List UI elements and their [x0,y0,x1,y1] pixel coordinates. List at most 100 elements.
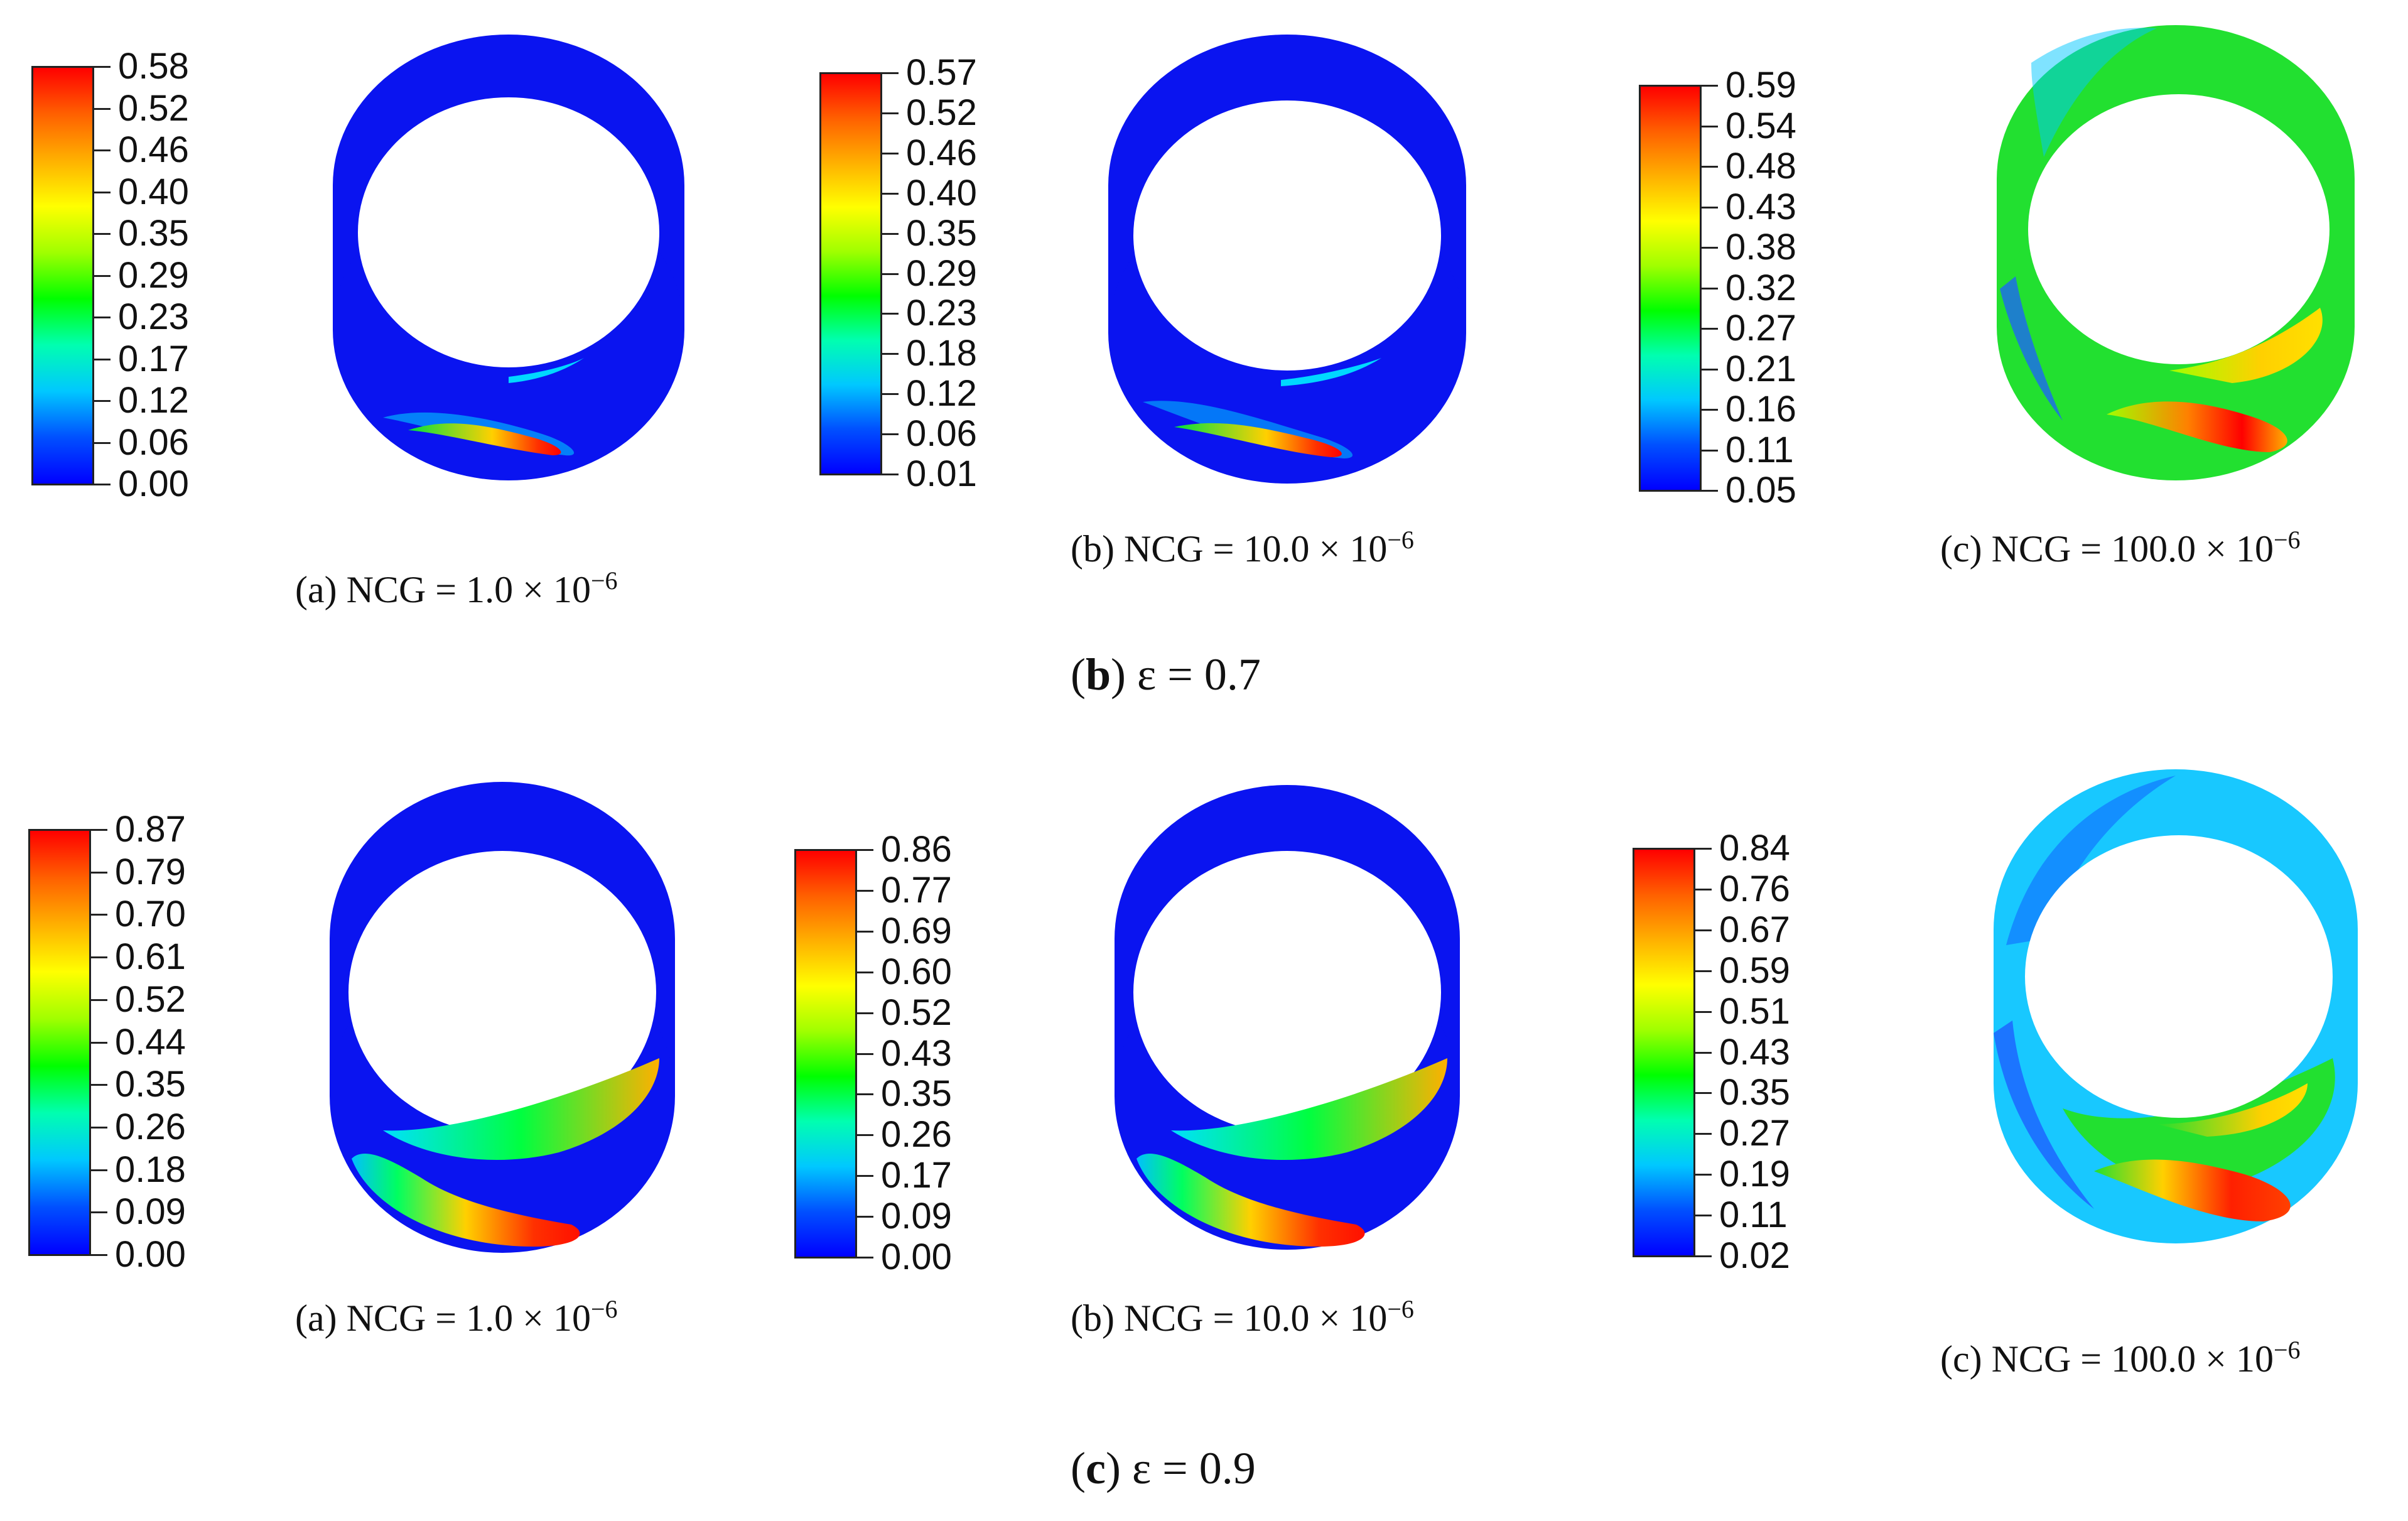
colorbar-tick [882,433,899,436]
colorbar-tick [1695,1051,1712,1054]
colorbar-tick [91,871,107,874]
colorbar-tick [94,484,111,485]
caption-b-c: (c) NCG = 100.0 × 10−6 [1940,526,2301,570]
colorbar-tick [857,1216,873,1218]
colorbar-tick [91,956,107,959]
colorbar-tick-label: 0.01 [906,453,977,494]
colorbar-tick [91,914,107,916]
colorbar-tick-label: 0.06 [118,421,189,463]
colorbar-tick-label: 0.23 [118,296,189,337]
colorbar-tick-label: 0.57 [906,52,977,93]
colorbar-tick-label: 0.09 [115,1191,186,1233]
colorbar-tick [94,400,111,402]
colorbar-tick [94,233,111,235]
colorbar-tick-label: 0.26 [881,1114,952,1156]
colorbar-tick [94,317,111,318]
contour-c-c [1994,769,2358,1243]
colorbar-tick-label: 0.35 [1719,1072,1790,1113]
colorbar-tick [91,1254,107,1256]
colorbar-tick-label: 0.17 [118,338,189,379]
colorbar-tick-label: 0.40 [118,171,189,212]
colorbar-tick [91,1084,107,1086]
colorbar-tick [94,66,111,68]
colorbar-tick-label: 0.69 [881,910,952,951]
colorbar-tick-label: 0.46 [118,129,189,170]
colorbar-tick [882,474,899,475]
colorbar-tick-label: 0.60 [881,951,952,992]
colorbar-gradient [1633,848,1695,1257]
colorbar-tick [882,393,899,396]
colorbar-tick [1695,1215,1712,1217]
colorbar-tick-label: 0.00 [115,1234,186,1275]
colorbar-tick [91,1041,107,1044]
colorbar-tick [882,72,899,74]
colorbar-tick-label: 0.43 [1719,1031,1790,1073]
colorbar-tick [1702,166,1718,168]
colorbar-tick-label: 0.70 [115,894,186,935]
colorbar-tick [1702,449,1718,452]
colorbar-tick [94,274,111,277]
colorbar-tick [857,930,873,933]
colorbar-tick [882,353,899,355]
colorbar-tick [1695,929,1712,931]
colorbar-tick-label: 0.61 [115,936,186,978]
colorbar-tick-label: 0.00 [881,1237,952,1277]
colorbar-tick [857,1053,873,1055]
colorbar-tick-label: 0.18 [906,333,977,374]
colorbar-tick [1702,287,1718,290]
colorbar-tick-label: 0.21 [1725,348,1796,389]
colorbar-tick [882,273,899,275]
caption-b-a: (a) NCG = 1.0 × 10−6 [295,566,618,611]
colorbar-tick [1702,206,1718,208]
colorbar-tick [1702,125,1718,127]
colorbar-tick-label: 0.59 [1719,950,1790,991]
contour-c-a [330,782,675,1253]
colorbar-tick-label: 0.52 [118,87,189,129]
colorbar-tick-label: 0.76 [1719,868,1790,909]
colorbar-tick-label: 0.11 [1725,429,1794,470]
colorbar-tick-label: 0.44 [115,1021,186,1063]
colorbar-tick [1695,1133,1712,1135]
colorbar-tick-label: 0.29 [118,254,189,296]
contour-b-a [333,35,684,480]
caption-c-b: (b) NCG = 10.0 × 10−6 [1071,1295,1414,1340]
colorbar-tick [91,829,107,831]
colorbar-tick [94,358,111,360]
colorbar-tick-label: 0.48 [1725,146,1796,187]
colorbar-tick-label: 0.19 [1719,1154,1790,1195]
colorbar-tick-label: 0.18 [115,1149,186,1190]
colorbar-tick-label: 0.46 [906,132,977,173]
colorbar-tick [857,889,873,892]
colorbar-tick [857,1012,873,1014]
colorbar-tick [857,1175,873,1177]
colorbar-tick [91,1126,107,1129]
colorbar-tick [94,149,111,151]
caption-c-c: (c) NCG = 100.0 × 10−6 [1940,1336,2301,1380]
colorbar-tick-label: 0.02 [1719,1235,1790,1276]
colorbar-tick [1695,1174,1712,1176]
colorbar-tick-label: 0.05 [1725,470,1796,511]
row-caption-b: (b) ε = 0.7 [1071,649,1261,700]
colorbar-tick-label: 0.52 [906,92,977,133]
colorbar-tick [882,313,899,315]
colorbar-tick [1695,848,1712,850]
colorbar-tick-label: 0.35 [881,1073,952,1115]
colorbar-gradient [794,849,857,1258]
colorbar-gradient [28,829,91,1256]
colorbar-tick [94,191,111,193]
colorbar-tick-label: 0.12 [118,380,189,421]
colorbar-tick-label: 0.86 [881,829,952,870]
colorbar-tick [1695,1255,1712,1257]
colorbar-tick [857,849,873,851]
colorbar-tick-label: 0.67 [1719,909,1790,950]
colorbar-tick [882,192,899,195]
colorbar-gradient [819,72,882,475]
colorbar-tick [857,1093,873,1096]
colorbar-tick [882,112,899,114]
colorbar-tick-label: 0.58 [118,46,189,87]
colorbar-tick-label: 0.27 [1725,308,1796,349]
colorbar-tick-label: 0.12 [906,373,977,414]
colorbar-tick-label: 0.40 [906,172,977,214]
colorbar-gradient [1639,85,1702,492]
colorbar-tick-label: 0.54 [1725,105,1796,146]
